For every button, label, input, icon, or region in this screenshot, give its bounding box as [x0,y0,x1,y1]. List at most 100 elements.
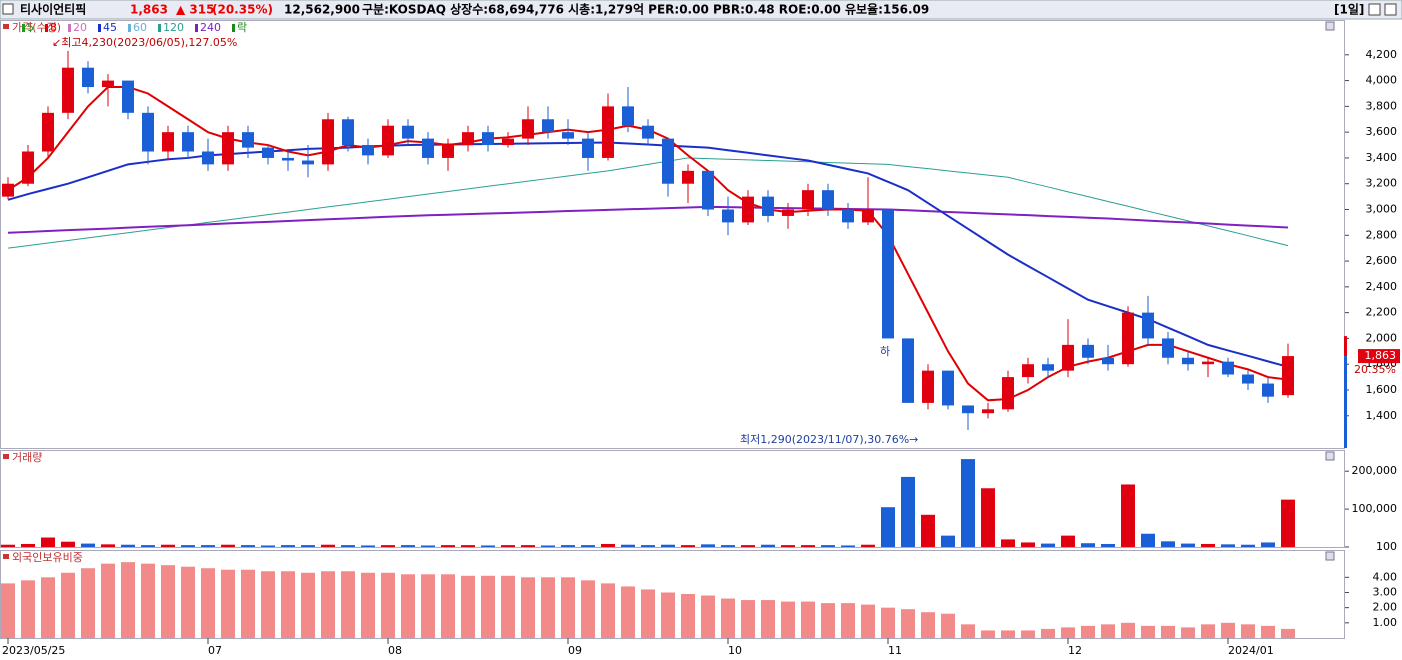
bar [1,544,15,547]
candle-body [382,125,394,156]
bar [861,604,875,638]
bar [381,572,395,638]
range-marker [1344,336,1347,357]
bar [321,544,335,547]
stock-volume: 12,562,900 [284,3,360,17]
legend-swatch [98,24,101,32]
bar [941,535,955,547]
bar [241,569,255,638]
bar [641,545,655,547]
stock-price: 1,863 [130,3,168,17]
candle-body [942,370,954,406]
bar [561,577,575,638]
y-tick-label: 1,400 [1366,409,1398,422]
candle-body [802,190,814,210]
candle-body [962,405,974,414]
candle-body [682,170,694,184]
y-tick-label: 4.00 [1373,570,1398,583]
y-tick-label: 2,400 [1366,280,1398,293]
y-tick-label: 4,000 [1366,74,1398,87]
bar [661,544,675,547]
candle-body [82,67,94,88]
moving-average [7,157,1289,249]
close-button[interactable] [1384,3,1397,16]
bar [1241,544,1255,547]
bar [701,595,715,638]
x-tick-label: 2023/05/25 [2,644,65,657]
restore-button[interactable] [1368,3,1381,16]
y-tick-label: 200,000 [1352,464,1398,477]
bar [441,545,455,547]
legend-label: 20 [73,21,87,34]
bar [281,571,295,638]
y-tick-label: 100 [1376,540,1397,553]
bar [1221,544,1235,547]
legend-swatch [22,24,25,32]
panel-button [1325,451,1335,461]
bar [561,545,575,547]
bar [1061,535,1075,547]
bar [721,545,735,547]
bar [201,568,215,638]
bar [461,575,475,638]
panel-button [1325,551,1335,561]
panel-icon [3,454,9,459]
candle-body [162,132,174,152]
bar [1121,622,1135,638]
bar [161,544,175,547]
bar [661,592,675,638]
bar [1221,622,1235,638]
legend-swatch [195,24,198,32]
legend-label: 5 [27,21,34,34]
bar [601,543,615,547]
last-pct-label: 20.35% [1354,363,1396,376]
bar [921,514,935,547]
candle-body [662,138,674,184]
bar [421,545,435,547]
candle-body [122,80,134,113]
bar [701,544,715,547]
x-tick-label: 2024/01 [1228,644,1274,657]
bar [181,566,195,638]
bar [521,545,535,547]
candle-body [722,209,734,223]
panel-title: 외국인보유비중 [12,551,83,564]
bar [441,574,455,638]
candle-body [1042,364,1054,371]
y-tick-label: 2,800 [1366,228,1398,241]
bar [821,603,835,638]
panel [0,450,1345,548]
bar [361,572,375,638]
bar [181,545,195,547]
candle-body [2,183,14,197]
bar [21,580,35,638]
bar [761,600,775,638]
bar [401,574,415,638]
candle-body [1102,357,1114,365]
legend-swatch [45,24,48,32]
bar [481,575,495,638]
y-tick-label: 2.00 [1373,601,1398,614]
bar [781,545,795,547]
bar [941,613,955,638]
bar [461,545,475,547]
period-button[interactable]: [1일] [1334,3,1364,17]
y-tick-label: 100,000 [1352,502,1398,515]
bar [1101,624,1115,638]
legend-swatch [68,24,71,32]
bar [1021,630,1035,638]
panel-title: 거래량 [12,451,42,464]
bar [861,544,875,547]
bar [681,545,695,547]
bar [601,583,615,638]
bar [161,565,175,638]
bar [261,571,275,638]
candle-body [342,119,354,146]
bar [41,577,55,638]
legend-label: 60 [133,21,147,34]
candle-body [222,132,234,165]
bar [141,563,155,638]
candle-body [322,119,334,165]
panel-button [1325,21,1335,31]
